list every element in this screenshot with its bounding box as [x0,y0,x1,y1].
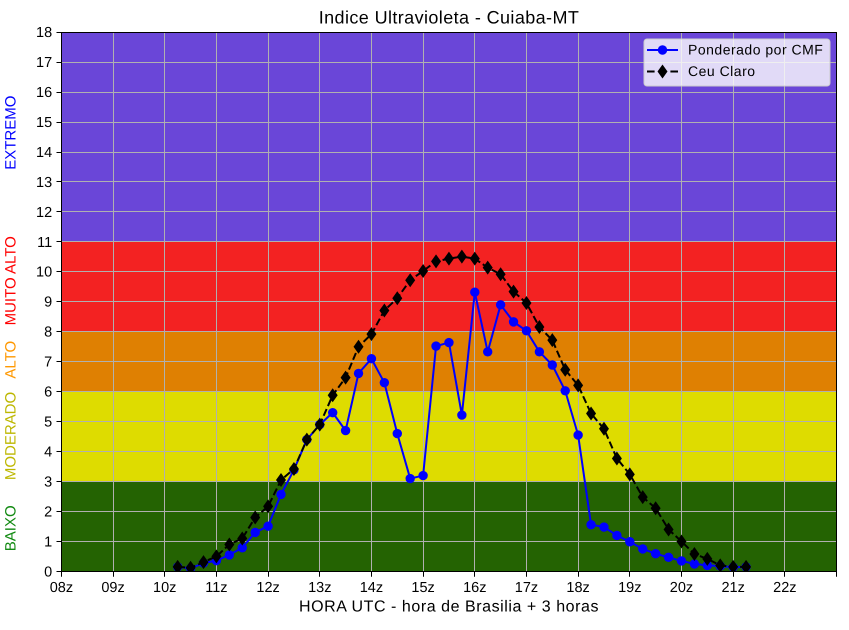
svg-text:17z: 17z [515,580,538,596]
svg-text:15: 15 [36,115,52,131]
svg-text:12z: 12z [256,580,279,596]
svg-text:21z: 21z [721,580,744,596]
svg-text:13z: 13z [308,580,331,596]
svg-text:1: 1 [44,534,52,550]
svg-text:11z: 11z [205,580,227,596]
svg-text:ALTO: ALTO [3,341,20,379]
svg-text:Ponderado por CMF: Ponderado por CMF [688,42,823,58]
svg-text:18: 18 [36,25,52,41]
svg-text:4: 4 [44,444,52,460]
svg-text:2: 2 [44,504,52,520]
svg-text:5: 5 [44,415,52,431]
svg-text:12: 12 [36,205,52,221]
svg-text:08z: 08z [50,580,73,596]
svg-text:0: 0 [44,564,52,580]
svg-text:Ceu Claro: Ceu Claro [688,63,756,79]
svg-text:14z: 14z [360,580,383,596]
svg-text:Indice Ultravioleta - Cuiaba-M: Indice Ultravioleta - Cuiaba-MT [319,8,580,28]
svg-text:3: 3 [44,474,52,490]
svg-text:8: 8 [44,325,52,341]
svg-text:13: 13 [36,175,52,191]
svg-text:EXTREMO: EXTREMO [3,96,20,170]
svg-text:20z: 20z [670,580,693,596]
svg-text:11: 11 [37,235,52,251]
svg-text:22z: 22z [773,580,796,596]
svg-text:9: 9 [44,295,52,311]
svg-text:09z: 09z [101,580,124,596]
svg-text:HORA UTC - hora de Brasilia +: HORA UTC - hora de Brasilia + 3 horas [299,599,599,616]
svg-text:7: 7 [44,355,52,371]
svg-text:6: 6 [44,385,52,401]
svg-text:17: 17 [36,55,52,71]
svg-text:19z: 19z [618,580,641,596]
svg-text:MODERADO: MODERADO [3,392,20,480]
svg-text:BAIXO: BAIXO [3,505,20,551]
svg-text:16: 16 [36,85,52,101]
svg-text:14: 14 [36,145,52,161]
svg-text:10: 10 [36,265,52,281]
svg-text:18z: 18z [566,580,589,596]
svg-text:15z: 15z [411,580,434,596]
svg-text:10z: 10z [153,580,176,596]
svg-text:16z: 16z [463,580,486,596]
svg-text:MUITO ALTO: MUITO ALTO [3,236,20,325]
